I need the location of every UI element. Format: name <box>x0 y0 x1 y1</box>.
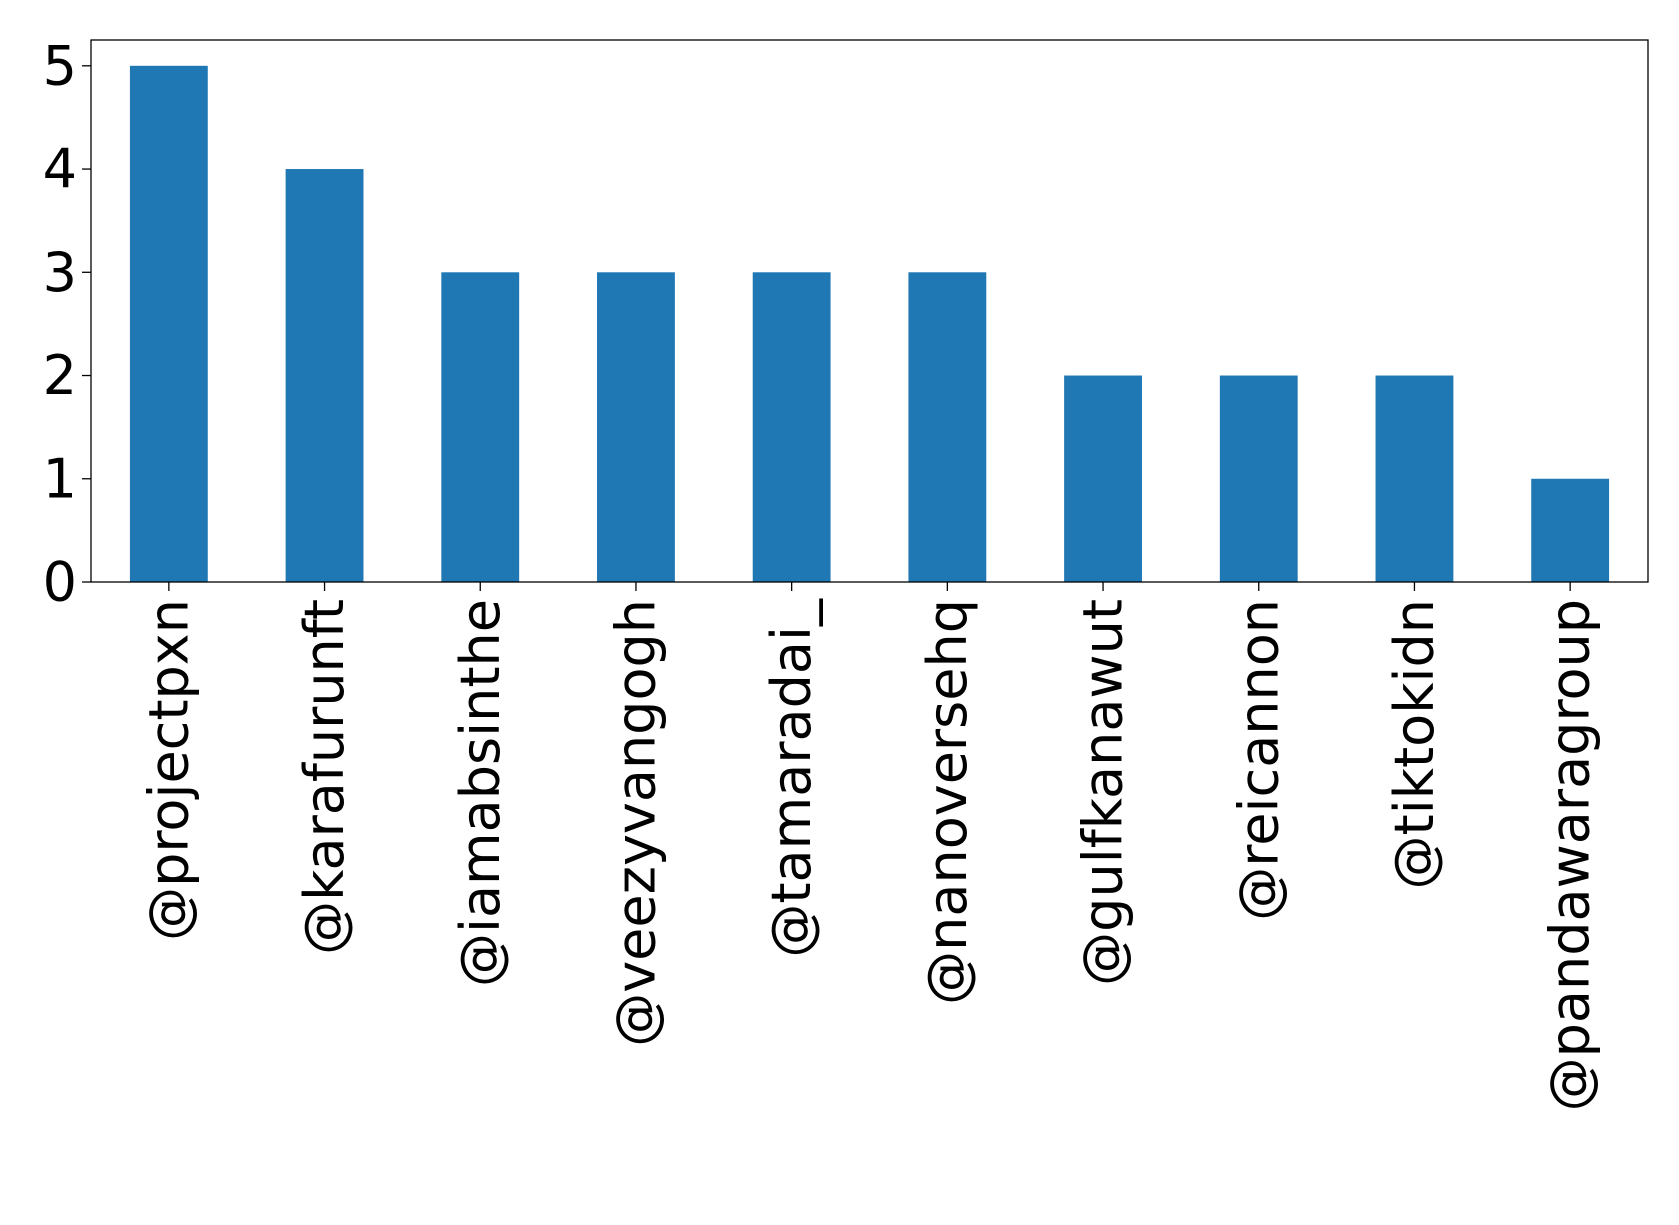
plot-area-frame <box>90 39 1649 583</box>
x-tick-label: @gulfkanawut <box>1072 599 1135 986</box>
x-tick-label: @iamabsinthe <box>449 599 512 987</box>
bar-projectpxn <box>129 65 208 583</box>
bar-reicannon <box>1219 375 1298 582</box>
bar-tiktokidn <box>1375 375 1454 582</box>
bar-veezyvangogh <box>597 272 675 582</box>
y-axis: 0 1 2 3 4 5 <box>43 34 91 614</box>
y-tick-label: 5 <box>43 34 77 97</box>
y-tick-label: 0 <box>43 551 77 614</box>
x-tick-label: @pandawaragroup <box>1539 599 1602 1111</box>
x-tick-label: @tamaradai_ <box>760 598 823 958</box>
x-tick-label: @tiktokidn <box>1383 599 1446 889</box>
x-tick-label: @reicannon <box>1227 599 1290 921</box>
bar-iamabsinthe <box>441 272 520 582</box>
x-axis: @projectpxn @karafurunft @iamabsinthe @veez… <box>137 582 1602 1111</box>
bar-karafurunft <box>285 169 364 583</box>
y-tick-label: 4 <box>43 138 77 201</box>
bar-nanoversehq <box>908 272 987 582</box>
x-tick-label: @nanoversehq <box>916 599 979 1005</box>
bar-gulfkanawut <box>1064 375 1142 582</box>
bars-layer <box>129 65 1610 583</box>
x-tick-label: @karafurunft <box>293 599 356 955</box>
y-tick-label: 2 <box>43 344 77 407</box>
y-tick-label: 1 <box>43 447 77 510</box>
y-tick-label: 3 <box>43 241 77 304</box>
bar-pandawaragroup <box>1531 478 1610 582</box>
bar-tamaradai <box>752 272 831 582</box>
x-tick-label: @projectpxn <box>137 599 200 941</box>
x-tick-label: @veezyvangogh <box>604 599 667 1047</box>
